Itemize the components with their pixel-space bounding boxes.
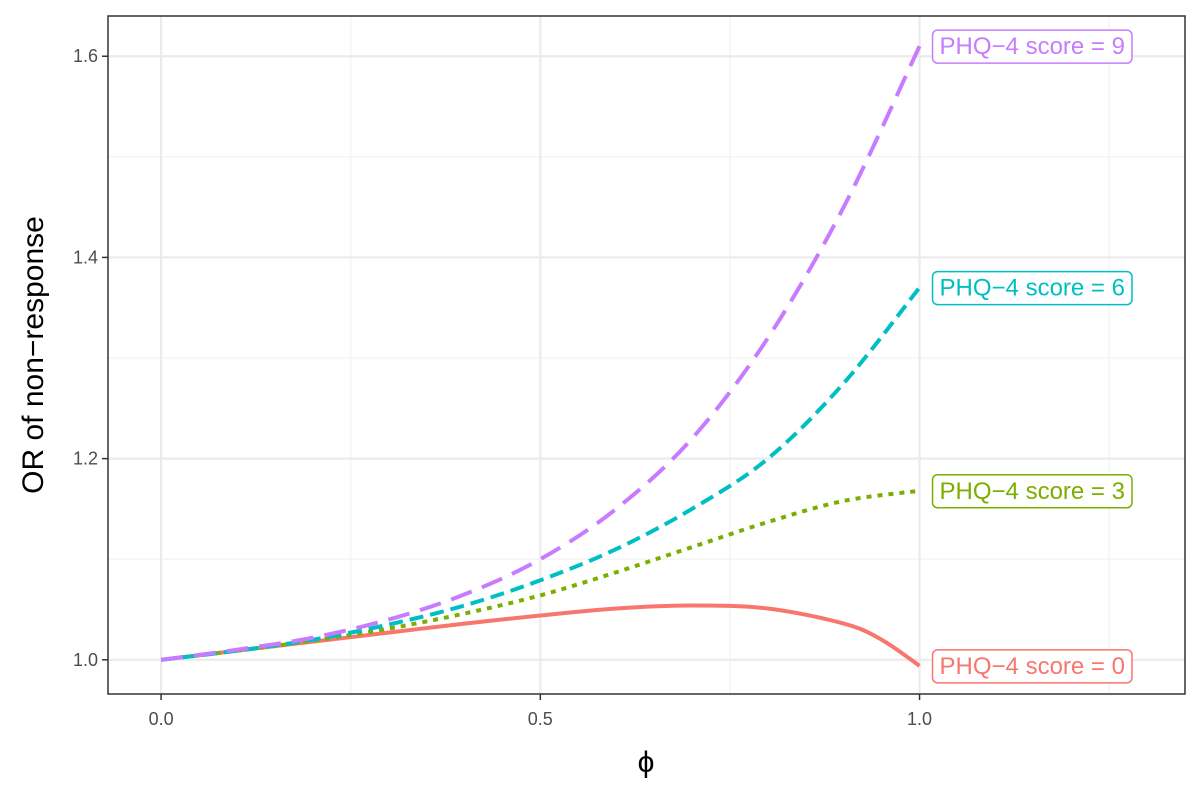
- series-line: [160, 286, 922, 662]
- series-label-box: [931, 29, 1133, 64]
- y-tick-label: 1.2: [73, 449, 98, 469]
- series-labels: PHQ−4 score = 0 PHQ−4 score = 3 PHQ−4 scor…: [931, 29, 1133, 684]
- series-end-label: PHQ−4 score = 9: [931, 29, 1133, 64]
- series-lines: [160, 45, 922, 668]
- series-end-label: PHQ−4 score = 3: [931, 474, 1133, 509]
- y-tick-label: 1.6: [73, 46, 98, 66]
- series-label-box: [931, 649, 1133, 684]
- series-label-text: PHQ−4 score = 9: [940, 33, 1125, 60]
- y-tick-label: 1.4: [73, 247, 98, 267]
- x-tick-label: 1.0: [907, 709, 932, 729]
- series-end-label: PHQ−4 score = 6: [931, 270, 1133, 306]
- plot-panel: [108, 16, 1185, 694]
- series-end-label: PHQ−4 score = 0: [931, 649, 1133, 684]
- plot-border: [107, 15, 1186, 695]
- x-tick-label: 0.0: [149, 709, 174, 729]
- x-axis: 0.0 0.5 1.0: [149, 694, 932, 729]
- series-label-box: [931, 270, 1133, 306]
- y-axis: 1.0 1.2 1.4 1.6: [73, 46, 108, 670]
- minor-gridlines: [108, 16, 1185, 694]
- x-axis-title: ϕ: [638, 746, 655, 779]
- series-label-text: PHQ−4 score = 3: [940, 478, 1125, 505]
- series-label-text: PHQ−4 score = 0: [940, 653, 1125, 680]
- series-line: [160, 603, 921, 668]
- series-line: [160, 45, 922, 662]
- y-tick-label: 1.0: [73, 650, 98, 670]
- series-label-text: PHQ−4 score = 6: [940, 275, 1125, 302]
- series-label-box: [931, 474, 1133, 509]
- x-tick-label: 0.5: [528, 709, 553, 729]
- y-axis-title: OR of non−response: [17, 216, 50, 494]
